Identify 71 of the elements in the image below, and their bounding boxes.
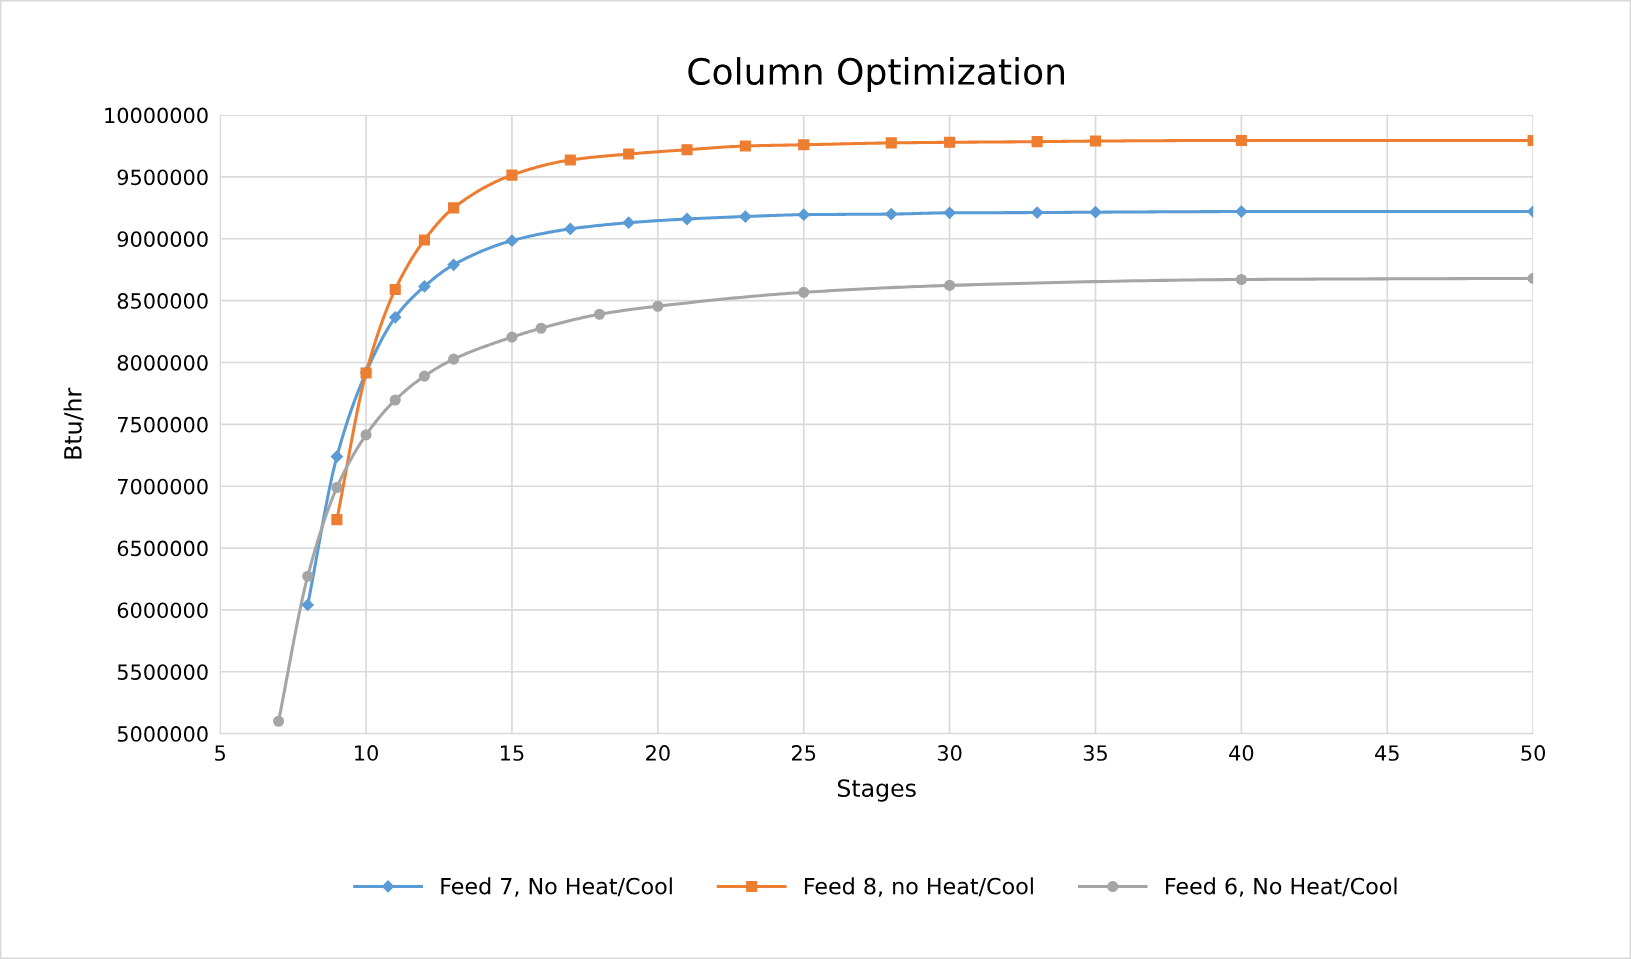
y-tick-label: 6500000: [117, 540, 208, 557]
chart-title: Column Optimization: [688, 57, 1064, 93]
point: [681, 144, 693, 156]
point: [418, 280, 431, 293]
point: [389, 283, 401, 296]
x-tick-label: 5: [215, 745, 225, 761]
point: [1089, 135, 1102, 147]
x-tick-label: 50: [1521, 745, 1546, 761]
x-tick-label: 40: [1229, 745, 1254, 761]
point: [448, 353, 460, 365]
point: [1031, 136, 1043, 148]
point: [798, 286, 810, 298]
point: [1235, 205, 1248, 218]
point: [418, 234, 430, 246]
y-tick-label: 9000000: [117, 231, 208, 247]
point: [885, 207, 898, 221]
point: [943, 206, 956, 219]
point: [331, 514, 343, 526]
point: [885, 137, 897, 149]
legend-label: Feed 8, no Heat/Cool: [804, 877, 1033, 897]
point: [564, 154, 576, 166]
point: [302, 570, 314, 582]
point: [652, 300, 664, 312]
x-axis-title: Stages: [837, 779, 916, 802]
x-tick-label: 20: [646, 745, 670, 761]
x-tick-label: 45: [1375, 745, 1399, 761]
point: [331, 481, 343, 494]
point: [330, 450, 343, 463]
y-tick-label: 6000000: [117, 602, 208, 619]
point: [1235, 273, 1247, 286]
y-axis-title: Btu/hr: [63, 387, 84, 459]
y-tick-label: 10000000: [105, 107, 208, 124]
point: [447, 258, 460, 271]
point: [1089, 206, 1102, 219]
legend-label: Feed 6, No Heat/Cool: [1166, 877, 1397, 897]
point: [739, 140, 751, 152]
point: [1235, 134, 1247, 146]
y-tick-label: 7500000: [118, 416, 208, 433]
legend-label: Feed 7, No Heat/Cool: [441, 877, 672, 897]
point: [623, 148, 635, 160]
point: [389, 394, 401, 406]
point: [272, 715, 285, 727]
y-tick-label: 5500000: [117, 664, 208, 680]
point: [797, 208, 810, 221]
y-tick-label: 8000000: [117, 354, 208, 371]
point: [506, 169, 518, 181]
x-tick-label: 35: [1083, 745, 1107, 761]
point: [535, 322, 547, 334]
point: [564, 222, 577, 235]
y-tick-label: 9500000: [117, 169, 208, 186]
point: [360, 429, 372, 441]
point: [418, 370, 430, 382]
point: [680, 212, 694, 226]
point: [944, 136, 956, 148]
x-tick-label: 15: [500, 745, 524, 761]
point: [506, 331, 518, 343]
point: [944, 279, 956, 291]
point: [798, 139, 810, 151]
y-tick-label: 7000000: [118, 478, 208, 495]
point: [448, 202, 460, 214]
point: [593, 308, 606, 320]
point: [301, 598, 314, 612]
point: [505, 234, 519, 247]
y-tick-label: 5000000: [117, 726, 208, 742]
x-tick-label: 30: [937, 745, 962, 761]
x-tick-label: 10: [355, 745, 378, 761]
point: [739, 210, 752, 223]
point: [622, 216, 635, 229]
point: [389, 311, 402, 324]
y-tick-label: 8500000: [117, 293, 208, 309]
x-tick-label: 25: [791, 745, 816, 761]
